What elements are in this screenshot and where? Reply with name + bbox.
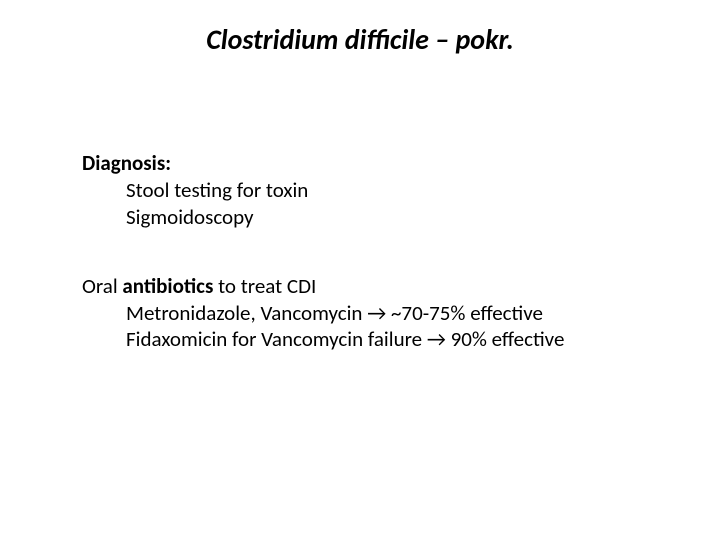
treatment-lead: Oral antibiotics to treat CDI (82, 273, 642, 300)
treatment-item: Fidaxomicin for Vancomycin failure → 90%… (82, 326, 642, 353)
treatment-lead-post: to treat CDI (213, 273, 316, 299)
slide: Clostridium difficile – pokr. Diagnosis:… (0, 0, 720, 540)
diagnosis-item: Stool testing for toxin (82, 177, 642, 204)
treatment-lead-bold: antibiotics (122, 273, 213, 299)
diagnosis-label: Diagnosis: (82, 150, 642, 177)
spacer (82, 231, 642, 273)
diagnosis-item: Sigmoidoscopy (82, 204, 642, 231)
treatment-lead-pre: Oral (82, 273, 122, 299)
slide-body: Diagnosis: Stool testing for toxin Sigmo… (82, 150, 642, 353)
treatment-item: Metronidazole, Vancomycin → ~70-75% effe… (82, 300, 642, 327)
slide-title: Clostridium difficile – pokr. (0, 22, 720, 57)
